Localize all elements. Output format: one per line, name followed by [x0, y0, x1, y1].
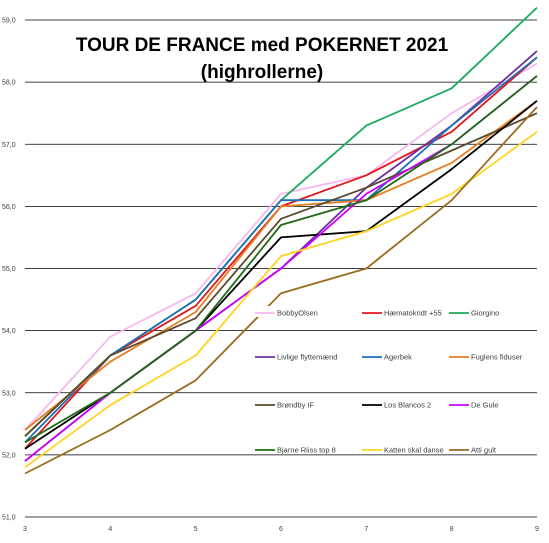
legend-label: Atti gult	[471, 446, 497, 455]
y-axis-tick-labels: 51,0 52,0 53,0 54,0 55,0 56,0 57,0 58,0 59,0	[2, 18, 16, 522]
legend-entry-background	[447, 398, 547, 409]
legend-entry-background	[253, 306, 357, 317]
chart-title: TOUR DE FRANCE med POKERNET 2021	[76, 35, 449, 56]
legend-label: Hæmatokridt +55	[384, 309, 442, 318]
y-tick-label: 56,0	[2, 204, 16, 211]
series-lines	[24, 6, 538, 475]
y-tick-label: 52,0	[2, 452, 16, 459]
x-axis-tick-labels: 3 4 5 6 7 8 9	[23, 526, 539, 533]
y-tick-label: 53,0	[2, 390, 16, 397]
legend-entry-background	[360, 306, 464, 317]
legend-entry-background	[447, 306, 547, 317]
series-line	[24, 100, 538, 431]
x-tick-label: 6	[279, 526, 283, 533]
x-tick-label: 4	[108, 526, 112, 533]
legend-entry-background	[360, 350, 464, 361]
legend-entry-background	[253, 443, 357, 454]
legend-entry-background	[360, 443, 464, 454]
y-tick-label: 59,0	[2, 18, 16, 25]
legend-label: Bjarne Riiss top 8	[277, 446, 336, 455]
legend: BobbyOlsen Hæmatokridt +55 Giorgino Livlige…	[253, 306, 547, 455]
legend-label: Brøndby IF	[277, 401, 315, 410]
series-line	[24, 112, 538, 437]
legend-label: Agerbek	[384, 353, 412, 362]
legend-label: De Gule	[471, 401, 499, 410]
x-tick-label: 3	[23, 526, 27, 533]
legend-label: BobbyOlsen	[277, 309, 318, 318]
x-tick-label: 7	[364, 526, 368, 533]
y-tick-label: 58,0	[2, 80, 16, 87]
y-tick-label: 51,0	[2, 515, 16, 522]
legend-entry-background	[253, 350, 357, 361]
legend-entry-background	[360, 398, 464, 409]
series-line	[24, 106, 538, 475]
series-line	[24, 62, 538, 431]
y-tick-label: 57,0	[2, 142, 16, 149]
legend-entry-background	[447, 350, 547, 361]
legend-entry-background	[253, 398, 357, 409]
legend-label: Giorgino	[471, 309, 499, 318]
series-line	[24, 131, 538, 469]
legend-entry-background	[447, 443, 547, 454]
y-tick-label: 55,0	[2, 266, 16, 273]
series-line	[24, 75, 538, 444]
legend-label: Livlige flyttemænd	[277, 353, 337, 362]
x-tick-label: 8	[450, 526, 454, 533]
legend-label: Katten skal danse	[384, 446, 444, 455]
y-tick-label: 54,0	[2, 328, 16, 335]
x-tick-label: 9	[535, 526, 539, 533]
legend-label: Fuglens fiduser	[471, 353, 523, 362]
legend-label: Los Blancos 2	[384, 401, 431, 410]
chart-subtitle: (highrollerne)	[201, 62, 323, 83]
x-tick-label: 5	[194, 526, 198, 533]
